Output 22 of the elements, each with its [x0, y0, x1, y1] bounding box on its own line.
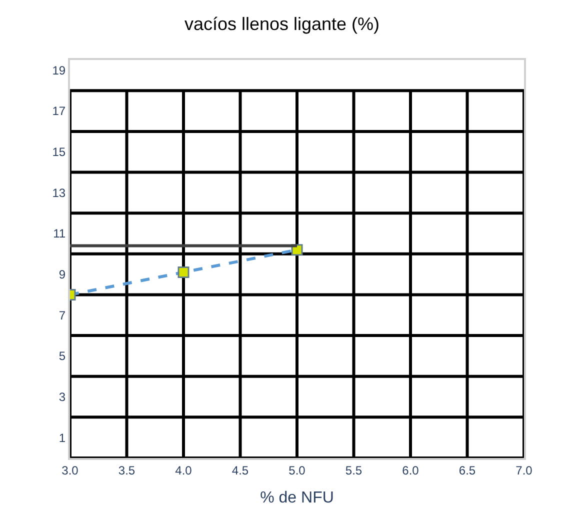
x-tick-label: 5.5 [345, 463, 362, 478]
x-tick-label: 4.0 [175, 463, 192, 478]
y-tick-label: 5 [58, 349, 66, 364]
y-tick-label: 9 [58, 268, 66, 282]
y-tick-label: 19 [52, 63, 66, 78]
x-tick-label: 3.5 [118, 463, 136, 478]
chart-title: vacíos llenos ligante (%) [184, 14, 380, 34]
x-tick-label: 5.0 [288, 463, 306, 478]
x-tick-label: 4.5 [232, 463, 249, 478]
y-tick-label: 15 [52, 145, 66, 160]
x-tick-label: 6.5 [458, 463, 476, 478]
y-tick-label: 11 [53, 226, 66, 241]
x-tick-label: 7.0 [516, 463, 533, 478]
y-tick-label: 1 [58, 430, 66, 445]
x-tick-label: 6.0 [402, 463, 420, 478]
y-tick-label: 13 [52, 186, 66, 200]
x-tick-label: 3.0 [62, 463, 79, 478]
y-tick-label: 3 [58, 390, 66, 404]
point [178, 266, 190, 278]
x-axis-title: % de NFU [260, 490, 334, 507]
y-tick-label: 17 [52, 104, 66, 118]
y-tick-label: 7 [58, 308, 66, 322]
